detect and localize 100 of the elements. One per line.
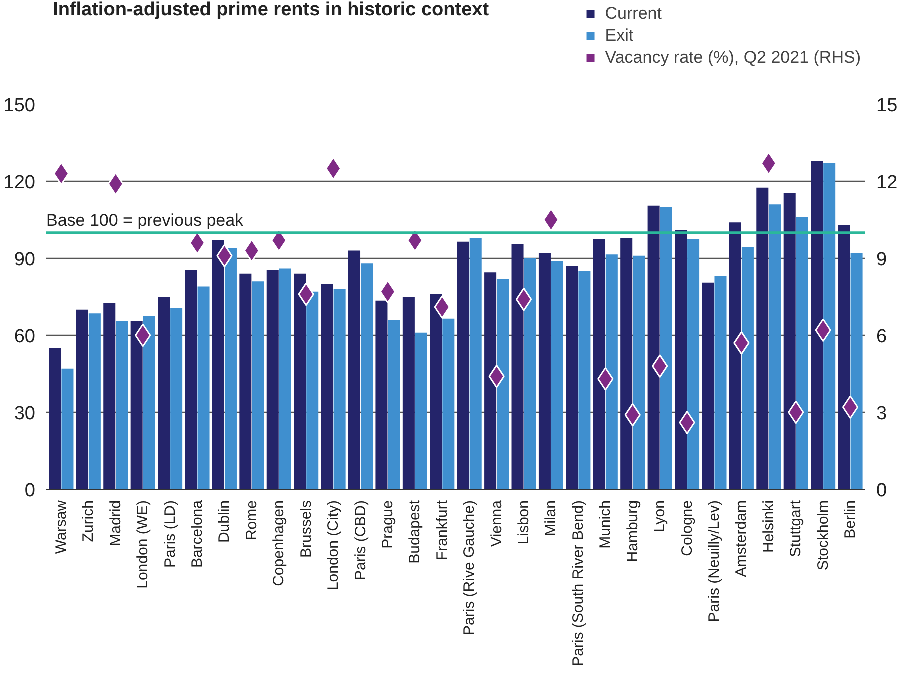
bar bbox=[88, 314, 101, 490]
bar bbox=[130, 321, 143, 490]
y2-tick-label: 0 bbox=[876, 480, 888, 502]
bar bbox=[524, 258, 536, 490]
bar bbox=[756, 188, 769, 490]
x-tick-label: Madrid bbox=[107, 500, 124, 546]
bar bbox=[824, 164, 836, 490]
point bbox=[380, 280, 396, 304]
y2-tick-label: 9 bbox=[876, 250, 888, 270]
bar bbox=[415, 332, 428, 490]
y-tick-label: 120 bbox=[4, 172, 36, 194]
y-tick-label: 90 bbox=[14, 250, 36, 270]
x-tick-label: Budapest bbox=[406, 500, 424, 564]
bar bbox=[212, 240, 224, 490]
bar bbox=[252, 282, 264, 490]
bar bbox=[784, 193, 796, 490]
bar bbox=[457, 242, 470, 490]
bar bbox=[714, 276, 727, 490]
bar bbox=[470, 238, 482, 490]
bar bbox=[675, 230, 688, 490]
bar bbox=[143, 316, 156, 490]
bar bbox=[729, 222, 742, 490]
bar bbox=[660, 207, 672, 490]
x-tick-label: Paris (LD) bbox=[162, 500, 179, 568]
y2-tick-label: 12 bbox=[876, 172, 898, 194]
bar bbox=[430, 294, 442, 490]
bar bbox=[104, 303, 116, 490]
bar bbox=[593, 239, 606, 490]
bar bbox=[376, 300, 388, 490]
y-tick-label: 60 bbox=[14, 326, 36, 348]
x-tick-label: Berlin bbox=[842, 500, 860, 539]
x-tick-label: Paris (Neuilly/Lev) bbox=[706, 500, 723, 622]
ref-line-label: Base 100 = previous peak bbox=[46, 210, 244, 230]
bar bbox=[116, 321, 128, 490]
x-tick-label: Paris (South River Bend) bbox=[570, 500, 587, 666]
y-tick-label: 150 bbox=[4, 96, 36, 116]
bar bbox=[334, 289, 346, 490]
chart-title: Inflation-adjusted prime rents in historic context bbox=[53, 0, 490, 21]
bar bbox=[402, 297, 415, 490]
x-tick-label: Paris (CBD) bbox=[352, 500, 370, 580]
bar bbox=[62, 368, 74, 490]
point bbox=[516, 288, 532, 312]
x-tick-label: Frankfurt bbox=[434, 500, 451, 561]
x-tick-label: Helsinki bbox=[760, 500, 778, 554]
legend-label: Exit bbox=[605, 26, 634, 46]
bar bbox=[170, 308, 183, 490]
bar bbox=[578, 271, 591, 490]
bar bbox=[321, 284, 334, 490]
bar bbox=[648, 206, 660, 490]
x-tick-label: Lyon bbox=[652, 500, 669, 532]
x-tick-label: Milan bbox=[542, 500, 560, 536]
point bbox=[652, 354, 668, 378]
bar bbox=[266, 270, 279, 490]
bar bbox=[240, 274, 252, 490]
bar bbox=[742, 246, 754, 490]
x-tick-label: London (WE) bbox=[134, 500, 152, 589]
x-tick-label: Paris (Rive Gauche) bbox=[461, 500, 478, 636]
y2-tick-label: 6 bbox=[876, 326, 888, 348]
bar bbox=[811, 160, 824, 490]
y-tick-label: 0 bbox=[24, 480, 36, 502]
bar bbox=[551, 261, 564, 490]
x-tick-label: Warsaw bbox=[52, 500, 70, 554]
bar bbox=[538, 253, 551, 490]
bar bbox=[76, 310, 88, 490]
bar bbox=[497, 279, 510, 490]
x-tick-label: Barcelona bbox=[189, 500, 206, 568]
bar bbox=[294, 274, 306, 490]
bar bbox=[606, 254, 618, 490]
x-tick-label: Rome bbox=[243, 500, 260, 541]
bar bbox=[633, 256, 646, 490]
x-tick-label: London (City) bbox=[325, 500, 342, 591]
y-tick-label: 30 bbox=[14, 404, 36, 424]
bar bbox=[224, 248, 237, 490]
x-tick-label: Vienna bbox=[488, 500, 506, 547]
bar bbox=[620, 238, 633, 490]
bar bbox=[348, 250, 361, 490]
bar bbox=[158, 297, 170, 490]
legend-label: Vacancy rate (%), Q2 2021 (RHS) bbox=[605, 48, 861, 68]
bar bbox=[388, 320, 400, 490]
bar bbox=[306, 292, 319, 490]
bar bbox=[688, 239, 700, 490]
bar bbox=[566, 266, 578, 490]
x-tick-label: Copenhagen bbox=[270, 500, 288, 586]
bar bbox=[198, 286, 210, 490]
x-tick-label: Dublin bbox=[216, 500, 234, 544]
x-tick-label: Hamburg bbox=[624, 500, 642, 562]
x-tick-label: Munich bbox=[597, 500, 614, 549]
bar bbox=[838, 225, 850, 490]
x-tick-label: Amsterdam bbox=[733, 500, 750, 578]
bar bbox=[279, 268, 292, 490]
bar bbox=[850, 253, 863, 490]
bar bbox=[702, 282, 714, 490]
x-tick-label: Lisbon bbox=[516, 500, 533, 545]
x-tick-label: Stuttgart bbox=[788, 500, 805, 558]
bar bbox=[49, 348, 62, 490]
x-tick-label: Zurich bbox=[80, 500, 98, 542]
bar bbox=[361, 264, 374, 490]
bar bbox=[769, 204, 782, 490]
bar bbox=[796, 217, 808, 490]
bar bbox=[442, 318, 455, 490]
